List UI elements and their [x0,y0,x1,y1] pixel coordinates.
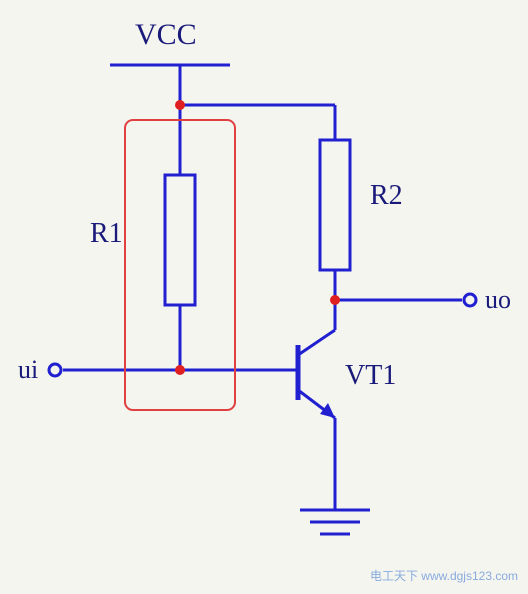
node [175,365,185,375]
label-r2: R2 [370,180,403,212]
resistor-r1 [165,175,195,305]
label-vt1: VT1 [345,360,396,392]
node [330,295,340,305]
circuit-diagram [0,0,528,594]
node [175,100,185,110]
label-uo: uo [485,285,511,315]
ground-symbol [300,510,370,534]
resistor-r2 [320,140,350,270]
label-vcc: VCC [135,18,197,52]
transistor-vt1 [275,330,335,418]
terminal-uo [464,294,476,306]
label-ui: ui [18,355,38,385]
watermark: 电工天下 www.dgjs123.com [370,567,518,584]
label-r1: R1 [90,218,123,250]
terminal-ui [49,364,61,376]
